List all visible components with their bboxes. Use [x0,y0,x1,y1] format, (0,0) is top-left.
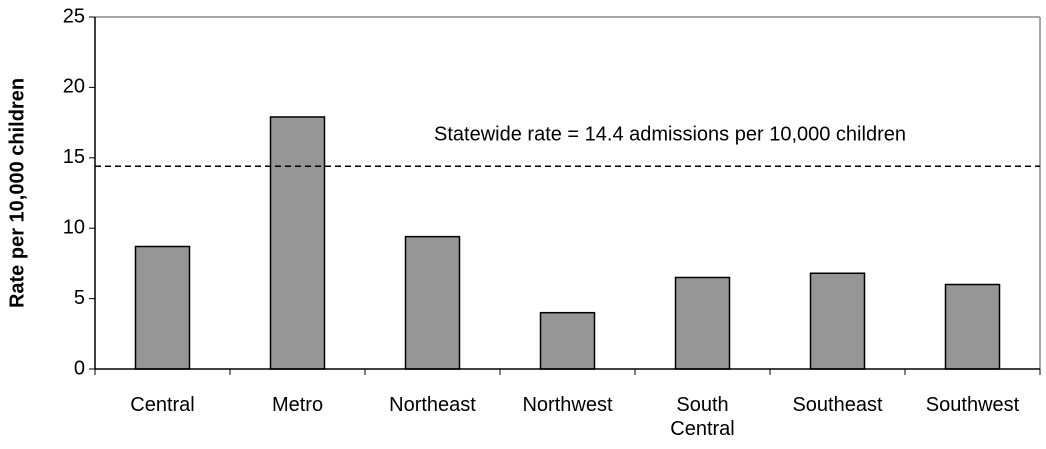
x-tick-label: Metro [271,394,324,416]
x-tick-label: South Central [670,394,735,440]
bar [269,116,326,370]
y-tick-label: 10 [63,216,85,238]
x-tick-label: Central [130,394,195,416]
x-tick-label: Northeast [389,394,476,416]
x-tick-label: Northwest [522,394,613,416]
y-axis-title: Rate per 10,000 children [6,78,28,308]
y-tick-label: 25 [63,5,85,27]
reference-label: Statewide rate = 14.4 admissions per 10,… [434,124,906,146]
bar [539,311,596,370]
y-tick-label: 5 [74,287,85,309]
y-tick-label: 15 [63,146,85,168]
y-tick-label: 0 [74,357,85,379]
bar [134,245,191,370]
bar [404,235,461,370]
x-tick-label: Southeast [792,394,883,416]
bar [674,276,731,370]
bar [944,283,1001,370]
x-tick-label: Southwest [925,394,1020,416]
bar [809,272,866,370]
y-tick-label: 20 [63,76,85,98]
